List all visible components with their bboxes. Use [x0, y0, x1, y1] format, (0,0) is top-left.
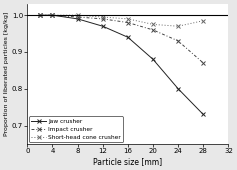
Jaw crusher	[202, 113, 205, 115]
Short-head cone crusher	[51, 14, 54, 16]
Line: Jaw crusher: Jaw crusher	[38, 13, 205, 116]
Jaw crusher	[51, 14, 54, 16]
Short-head cone crusher	[76, 14, 79, 16]
X-axis label: Particle size [mm]: Particle size [mm]	[93, 157, 162, 166]
Short-head cone crusher	[101, 16, 104, 18]
Jaw crusher	[152, 58, 155, 60]
Line: Short-head cone crusher: Short-head cone crusher	[38, 13, 205, 28]
Impact crusher	[101, 18, 104, 20]
Line: Impact crusher: Impact crusher	[38, 13, 205, 65]
Impact crusher	[76, 16, 79, 18]
Impact crusher	[38, 14, 41, 16]
Impact crusher	[152, 29, 155, 31]
Y-axis label: Proportion of liberated particles [kg/kg]: Proportion of liberated particles [kg/kg…	[4, 12, 9, 136]
Short-head cone crusher	[127, 18, 129, 20]
Impact crusher	[177, 40, 180, 42]
Jaw crusher	[38, 14, 41, 16]
Short-head cone crusher	[38, 14, 41, 16]
Jaw crusher	[76, 18, 79, 20]
Impact crusher	[127, 22, 129, 24]
Short-head cone crusher	[202, 20, 205, 22]
Legend: Jaw crusher, Impact crusher, Short-head cone crusher: Jaw crusher, Impact crusher, Short-head …	[29, 116, 123, 142]
Jaw crusher	[127, 36, 129, 38]
Impact crusher	[202, 62, 205, 64]
Short-head cone crusher	[177, 25, 180, 27]
Impact crusher	[51, 14, 54, 16]
Jaw crusher	[177, 88, 180, 90]
Jaw crusher	[101, 25, 104, 27]
Short-head cone crusher	[152, 23, 155, 25]
